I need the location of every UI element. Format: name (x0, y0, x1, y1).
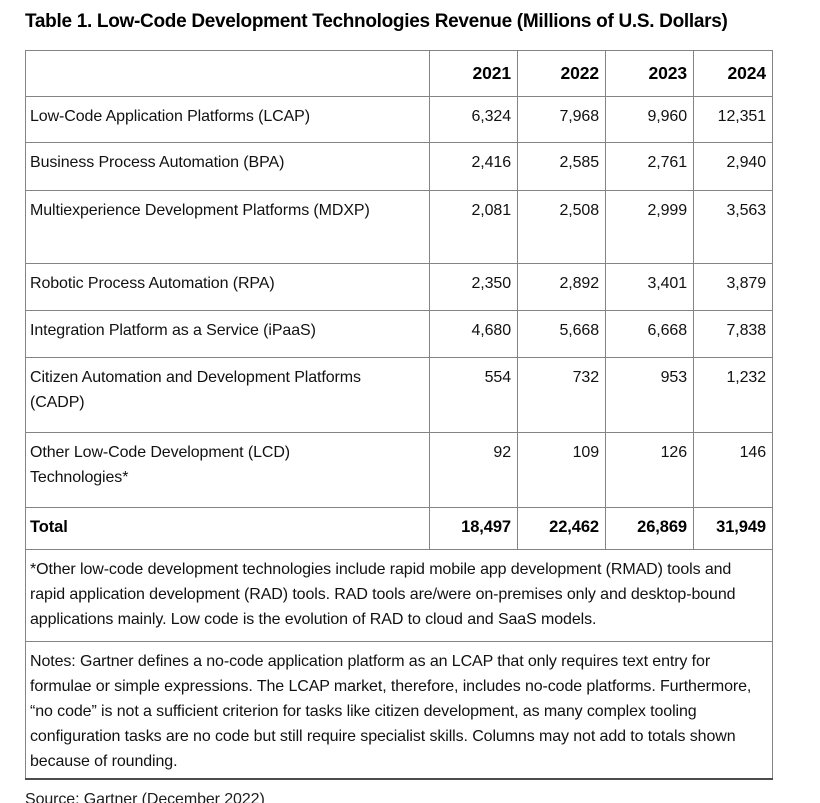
row-label: Citizen Automation and Development Platf… (30, 369, 361, 411)
row-label: Robotic Process Automation (RPA) (30, 275, 275, 292)
value-cell: 146 (693, 432, 773, 508)
footnote-cell: *Other low-code development technologies… (25, 549, 773, 642)
value-cell: 7,838 (693, 310, 773, 358)
value-cell: 2,585 (517, 142, 606, 191)
row-label: Low-Code Application Platforms (LCAP) (30, 108, 310, 125)
header-year-2024: 2024 (693, 50, 773, 97)
row-label: Multiexperience Development Platforms (M… (30, 202, 370, 219)
table-row-ipaas: Integration Platform as a Service (iPaaS… (25, 310, 773, 358)
value-cell: 2,892 (517, 263, 606, 311)
value-cell: 9,960 (605, 96, 694, 143)
table-row-other-lcd: Other Low-Code Development (LCD) Technol… (25, 432, 773, 508)
value-cell: 732 (517, 357, 606, 433)
notes-cell: Notes: Gartner defines a no-code applica… (25, 641, 773, 780)
value-cell: 12,351 (693, 96, 773, 143)
value-cell: 2,999 (605, 190, 694, 264)
value-cell: 4,680 (429, 310, 518, 358)
value-cell: 3,879 (693, 263, 773, 311)
total-value-cell: 22,462 (517, 507, 606, 550)
row-label-cell: Low-Code Application Platforms (LCAP) (25, 96, 430, 143)
revenue-table: 2021 2022 2023 2024 Low-Code Application… (25, 50, 773, 780)
header-year-2022: 2022 (517, 50, 606, 97)
value-cell: 2,081 (429, 190, 518, 264)
total-value-cell: 31,949 (693, 507, 773, 550)
value-cell: 3,401 (605, 263, 694, 311)
header-year-2023: 2023 (605, 50, 694, 97)
value-cell: 7,968 (517, 96, 606, 143)
table-row-rpa: Robotic Process Automation (RPA) 2,350 2… (25, 263, 773, 311)
value-cell: 3,563 (693, 190, 773, 264)
table-row-cadp: Citizen Automation and Development Platf… (25, 357, 773, 433)
value-cell: 554 (429, 357, 518, 433)
value-cell: 1,232 (693, 357, 773, 433)
row-label: Other Low-Code Development (LCD) Technol… (30, 444, 291, 486)
table-row-lcap: Low-Code Application Platforms (LCAP) 6,… (25, 96, 773, 143)
row-label-cell: Business Process Automation (BPA) (25, 142, 430, 191)
value-cell: 6,324 (429, 96, 518, 143)
value-cell: 953 (605, 357, 694, 433)
total-value-cell: 26,869 (605, 507, 694, 550)
row-label-cell: Other Low-Code Development (LCD) Technol… (25, 432, 430, 508)
value-cell: 92 (429, 432, 518, 508)
header-empty-cell (25, 50, 430, 97)
value-cell: 2,940 (693, 142, 773, 191)
row-label: Integration Platform as a Service (iPaaS… (30, 322, 316, 339)
footnote-row: *Other low-code development technologies… (25, 549, 773, 642)
total-value-cell: 18,497 (429, 507, 518, 550)
table-row-mdxp: Multiexperience Development Platforms (M… (25, 190, 773, 264)
total-label-cell: Total (25, 507, 430, 550)
value-cell: 109 (517, 432, 606, 508)
value-cell: 2,350 (429, 263, 518, 311)
row-label: Business Process Automation (BPA) (30, 154, 285, 171)
header-year-2021: 2021 (429, 50, 518, 97)
row-label-cell: Citizen Automation and Development Platf… (25, 357, 430, 433)
row-label-cell: Multiexperience Development Platforms (M… (25, 190, 430, 264)
header-row: 2021 2022 2023 2024 (25, 50, 773, 97)
source-line: Source: Gartner (December 2022) (25, 791, 265, 803)
value-cell: 2,508 (517, 190, 606, 264)
value-cell: 2,416 (429, 142, 518, 191)
table-row-bpa: Business Process Automation (BPA) 2,416 … (25, 142, 773, 191)
table-row-total: Total 18,497 22,462 26,869 31,949 (25, 507, 773, 550)
table-title: Table 1. Low-Code Development Technologi… (25, 11, 728, 32)
row-label-cell: Integration Platform as a Service (iPaaS… (25, 310, 430, 358)
value-cell: 126 (605, 432, 694, 508)
value-cell: 5,668 (517, 310, 606, 358)
row-label-cell: Robotic Process Automation (RPA) (25, 263, 430, 311)
notes-row: Notes: Gartner defines a no-code applica… (25, 641, 773, 780)
value-cell: 6,668 (605, 310, 694, 358)
value-cell: 2,761 (605, 142, 694, 191)
